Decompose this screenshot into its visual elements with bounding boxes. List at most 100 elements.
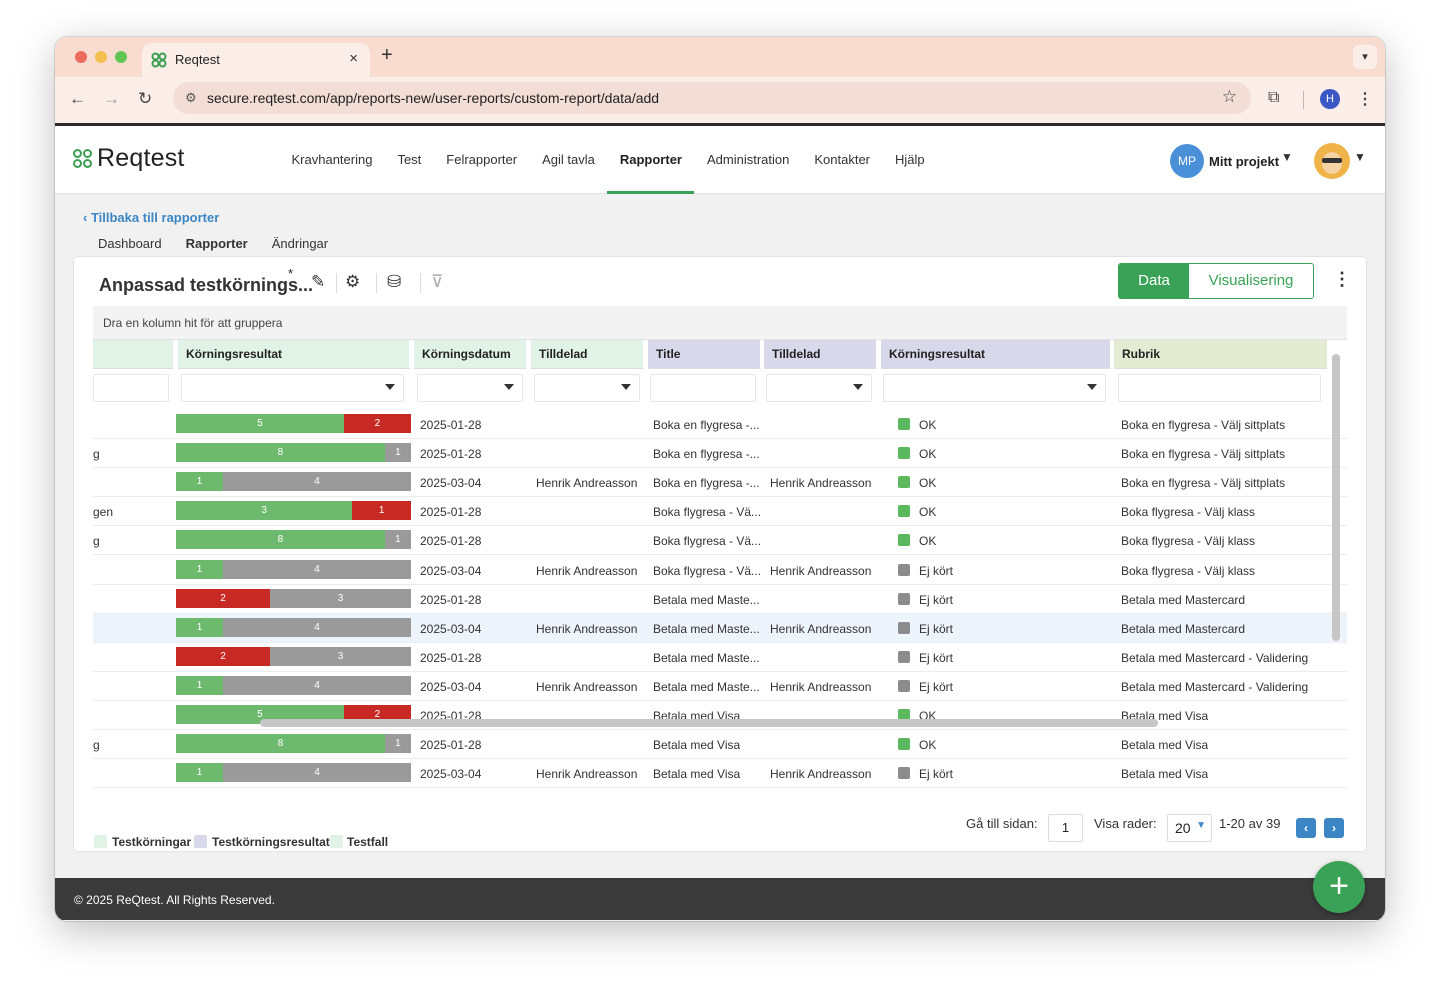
page-footer: © 2025 ReQtest. All Rights Reserved.: [55, 878, 1385, 920]
previous-page-button[interactable]: ‹: [1296, 818, 1316, 838]
close-window-button[interactable]: [75, 51, 87, 63]
status-square-icon: [898, 418, 910, 430]
table-row[interactable]: 1 4 2025-03-04 Henrik Andreasson Betala med …: [93, 759, 1347, 789]
project-selector[interactable]: Mitt projekt: [1209, 154, 1280, 169]
filter-tilldelad-select[interactable]: [534, 374, 640, 402]
table-row[interactable]: g 8 1 2025-01-28 Boka en flygresa -... OK Boka…: [93, 439, 1347, 469]
forward-arrow-icon[interactable]: →: [103, 89, 120, 108]
browser-menu-icon[interactable]: ⋮: [1357, 91, 1373, 108]
table-row[interactable]: 1 4 2025-03-04 Henrik Andreasson Betala med …: [93, 613, 1347, 643]
cell-korningsdatum: 2025-01-28: [420, 418, 482, 432]
reqtest-logo[interactable]: Reqtest: [73, 144, 185, 173]
legend-testkorningar: Testkörningar: [112, 835, 192, 849]
cell-title: Betala med Visa: [653, 738, 741, 753]
page-range: 1-20 av 39: [1219, 816, 1281, 831]
browser-tab[interactable]: Reqtest ×: [142, 43, 370, 77]
column-header-title[interactable]: Title: [648, 340, 761, 369]
extensions-icon[interactable]: ⧉: [1268, 89, 1280, 106]
legend-swatch-testfall: [330, 835, 343, 848]
clear-filter-icon[interactable]: ⊽: [431, 272, 444, 291]
filter-title-input[interactable]: [650, 374, 756, 402]
horizontal-scrollbar[interactable]: [260, 719, 1158, 727]
tab-search-chevron-icon[interactable]: ▾: [1353, 45, 1377, 69]
table-row[interactable]: 1 4 2025-03-04 Henrik Andreasson Betala med …: [93, 672, 1347, 701]
vertical-scrollbar[interactable]: [1332, 354, 1340, 641]
nav-item-agil-tavla[interactable]: Agil tavla: [542, 152, 595, 167]
legend-testkorningsresultat: Testkörningsresultat: [212, 835, 330, 849]
subtab-dashboard[interactable]: Dashboard: [98, 236, 162, 251]
cell-korningsdatum: 2025-01-28: [420, 447, 482, 462]
filter-korningsresultat-select[interactable]: [181, 374, 404, 402]
nav-item-hjälp[interactable]: Hjälp: [895, 152, 925, 167]
address-bar[interactable]: ⚙ secure.reqtest.com/app/reports-new/use…: [173, 82, 1251, 114]
minimize-window-button[interactable]: [95, 51, 107, 63]
table-row[interactable]: 1 4 2025-03-04 Henrik Andreasson Boka en fly…: [93, 468, 1347, 498]
table-row[interactable]: g 8 1 2025-01-28 Boka flygresa - Vä... OK Boka…: [93, 526, 1347, 556]
filter-korningsdatum-select[interactable]: [417, 374, 523, 402]
new-tab-icon[interactable]: +: [381, 44, 393, 66]
zoom-window-button[interactable]: [115, 51, 127, 63]
filter-tilldelad-2-select[interactable]: [766, 374, 872, 402]
group-by-drop-zone[interactable]: Dra en kolumn hit för att gruppera: [93, 306, 1347, 340]
unsaved-marker: *: [288, 266, 294, 281]
save-report-icon[interactable]: ⛁: [387, 272, 402, 291]
result-bar-segment-grey: 4: [223, 675, 411, 695]
back-link-label: Tillbaka till rapporter: [90, 210, 220, 225]
reload-icon[interactable]: ↻: [138, 89, 153, 108]
settings-gear-icon[interactable]: ⚙: [345, 272, 361, 291]
column-header-tilldelad-2[interactable]: Tilldelad: [764, 340, 877, 369]
next-page-button[interactable]: ›: [1324, 818, 1344, 838]
status-square-icon: [898, 767, 910, 780]
rows-per-page-select[interactable]: 20 ▼: [1167, 814, 1212, 842]
result-bar-segment-green: 8: [176, 734, 385, 754]
cell-tilldelad: Henrik Andreasson: [536, 679, 638, 694]
url-text[interactable]: secure.reqtest.com/app/reports-new/user-…: [207, 90, 660, 106]
subtab-rapporter[interactable]: Rapporter: [173, 230, 260, 260]
nav-item-kravhantering[interactable]: Kravhantering: [291, 152, 373, 167]
table-row[interactable]: 2 3 2025-01-28 Betala med Maste... Ej kört Be…: [93, 585, 1347, 614]
add-button[interactable]: +: [1313, 861, 1365, 913]
filter-rubrik-input[interactable]: [1118, 374, 1321, 402]
nav-item-felrapporter[interactable]: Felrapporter: [446, 152, 518, 167]
back-to-reports-link[interactable]: ‹ Tillbaka till rapporter: [83, 210, 220, 225]
result-bar-segment-grey: 1: [384, 734, 411, 754]
column-header-korningsdatum[interactable]: Körningsdatum: [414, 340, 527, 369]
column-header-hidden[interactable]: [93, 340, 174, 369]
back-arrow-icon[interactable]: ←: [69, 89, 86, 108]
site-settings-icon[interactable]: ⚙: [185, 90, 197, 105]
column-header-tilldelad[interactable]: Tilldelad: [531, 340, 644, 369]
data-view-button[interactable]: Data: [1119, 264, 1189, 298]
column-header-korningsresultat[interactable]: Körningsresultat: [178, 340, 410, 369]
table-row[interactable]: 5 2 2025-01-28 Boka en flygresa -... OK Boka …: [93, 410, 1347, 439]
more-options-icon[interactable]: ⋮: [1333, 269, 1351, 289]
nav-item-kontakter[interactable]: Kontakter: [814, 152, 871, 167]
filter-korningsresultat-2-select[interactable]: [883, 374, 1106, 402]
bookmark-star-icon[interactable]: ☆: [1221, 87, 1237, 106]
user-avatar[interactable]: [1314, 143, 1350, 179]
table-row[interactable]: 1 4 2025-03-04 Henrik Andreasson Boka flygre…: [93, 556, 1347, 585]
result-bar-segment-grey: 1: [384, 443, 411, 463]
nav-item-rapporter[interactable]: Rapporter: [607, 126, 695, 194]
user-menu-chevron-down-icon[interactable]: ▼: [1354, 150, 1366, 164]
profile-avatar[interactable]: H: [1320, 89, 1340, 109]
project-avatar[interactable]: MP: [1170, 144, 1204, 178]
subtab-ändringar[interactable]: Ändringar: [271, 236, 329, 251]
edit-pencil-icon[interactable]: ✎: [311, 272, 326, 291]
tab-close-icon[interactable]: ×: [349, 50, 358, 67]
status-square-icon: [898, 709, 910, 721]
filter-input[interactable]: [93, 374, 169, 402]
result-bar-segment-green: 8: [176, 530, 385, 550]
visualization-view-button[interactable]: Visualisering: [1189, 264, 1313, 298]
column-header-korningsresultat-2[interactable]: Körningsresultat: [881, 340, 1111, 369]
table-row[interactable]: g 8 1 2025-01-28 Betala med Visa OK Betala med…: [93, 730, 1347, 760]
column-header-rubrik[interactable]: Rubrik: [1114, 340, 1328, 369]
table-row[interactable]: gen 3 1 2025-01-28 Boka flygresa - Vä... OK Bo…: [93, 497, 1347, 527]
status-square-icon: [898, 621, 910, 634]
goto-page-input[interactable]: 1: [1048, 814, 1083, 842]
nav-item-test[interactable]: Test: [397, 152, 422, 167]
nav-item-administration[interactable]: Administration: [706, 152, 790, 167]
project-chevron-down-icon[interactable]: ▼: [1281, 150, 1293, 164]
table-row[interactable]: 2 3 2025-01-28 Betala med Maste... Ej kört Be…: [93, 643, 1347, 672]
